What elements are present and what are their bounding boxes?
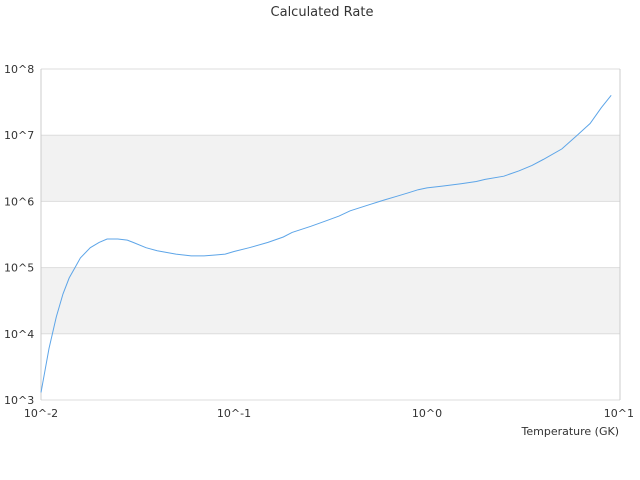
x-tick-label: 10^-1 (217, 407, 251, 420)
y-tick-label: 10^4 (4, 328, 34, 341)
chart-title: Calculated Rate (271, 5, 374, 20)
y-tick-label: 10^6 (4, 195, 34, 208)
grid-band (41, 69, 620, 136)
x-axis-ticks: 10^-2 10^-1 10^0 10^1 (24, 407, 634, 420)
y-axis-ticks: 10^3 10^4 10^5 10^6 10^7 10^8 (4, 63, 34, 407)
y-tick-label: 10^5 (4, 262, 34, 275)
x-tick-label: 10^-2 (24, 407, 58, 420)
grid-lines (40, 68, 621, 401)
series-line (40, 94, 612, 393)
grid-band (41, 201, 620, 268)
y-tick-label: 10^7 (4, 129, 34, 142)
grid-band (41, 333, 620, 400)
x-axis-label: Temperature (GK) (521, 425, 620, 438)
y-tick-label: 10^8 (4, 63, 34, 76)
y-tick-label: 10^3 (4, 394, 34, 407)
grid-band-shaded (41, 135, 620, 202)
x-tick-label: 10^0 (412, 407, 442, 420)
grid-bands (41, 69, 620, 400)
grid-band-shaded (41, 267, 620, 334)
x-tick-label: 10^1 (604, 407, 634, 420)
